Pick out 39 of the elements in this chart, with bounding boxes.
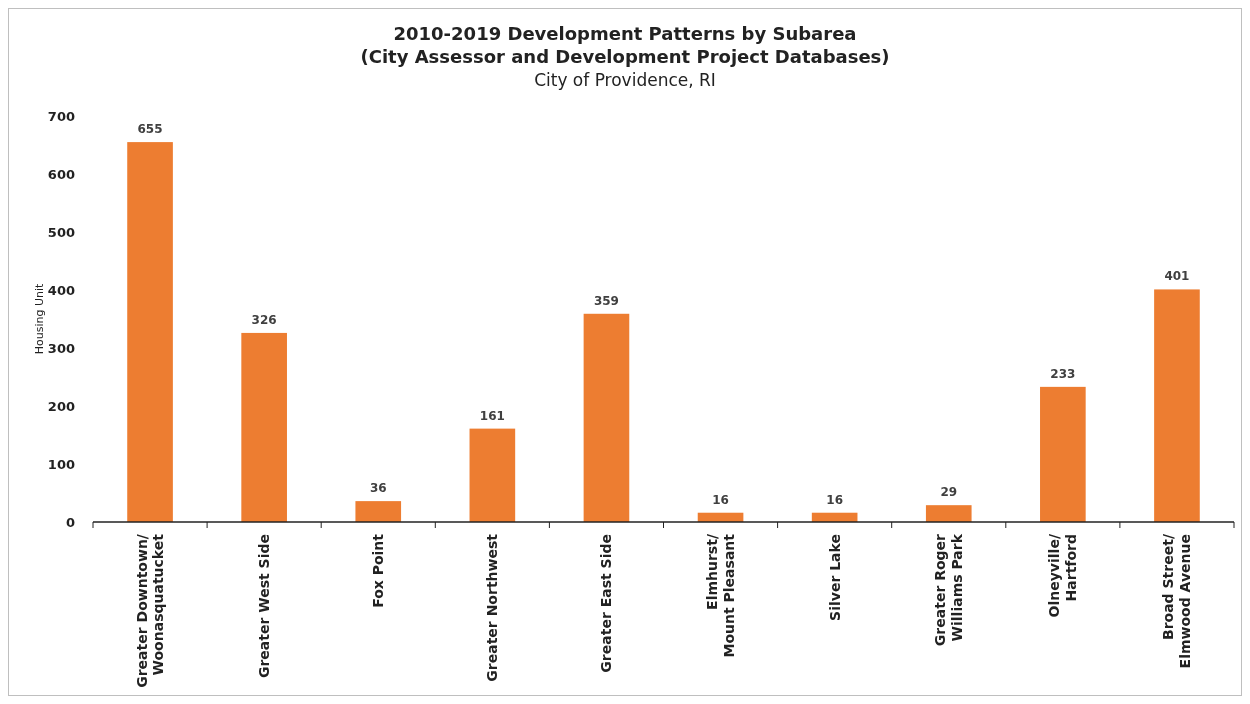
bar [583, 313, 630, 522]
bar [1040, 386, 1086, 522]
bar [469, 428, 516, 522]
x-tick-label: Elmhurst/ Mount Pleasant [704, 533, 737, 658]
y-tick-label: 700 [47, 108, 75, 124]
bar [355, 501, 402, 522]
data-label: 29 [940, 485, 958, 500]
y-tick-label: 100 [47, 456, 75, 472]
data-label: 359 [593, 293, 619, 308]
y-tick-label: 500 [47, 224, 75, 240]
x-tick-label: Greater Downtown/ Woonasquatucket [133, 533, 167, 688]
data-label: 326 [251, 312, 277, 327]
chart-title: 2010-2019 Development Patterns by Subarea (City Assessor and Development Project Databases) [360, 23, 890, 67]
chart-subtitle: City of Providence, RI [534, 70, 716, 90]
y-tick-label: 200 [47, 398, 75, 414]
y-axis-title: Housing Unit [33, 283, 46, 355]
x-tick-label: Olneyville/ Hartford [1046, 533, 1080, 618]
data-label: 36 [369, 481, 387, 496]
data-label: 655 [137, 122, 163, 137]
x-tick-label: Greater East Side [598, 534, 615, 673]
data-label: 16 [712, 492, 729, 507]
y-tick-label: 0 [65, 514, 75, 530]
data-label: 401 [1164, 269, 1190, 284]
bar [925, 505, 972, 522]
bar [241, 332, 287, 522]
data-label: 16 [826, 492, 843, 507]
bar [1154, 289, 1200, 522]
x-tick-label: Silver Lake [826, 534, 843, 621]
data-label: 161 [479, 408, 505, 423]
x-tick-label: Greater Northwest [484, 533, 501, 682]
y-tick-label: 300 [47, 340, 75, 356]
x-tick-label: Greater West Side [256, 534, 273, 679]
bar [127, 142, 173, 522]
data-label: 233 [1050, 366, 1076, 381]
x-tick-label: Greater Roger Williams Park [932, 533, 966, 647]
x-tick-label: Fox Point [370, 533, 387, 608]
x-tick-label: Broad Street/ Elmwood Avenue [1160, 533, 1194, 669]
y-tick-label: 400 [47, 282, 75, 298]
y-tick-label: 600 [47, 166, 75, 182]
